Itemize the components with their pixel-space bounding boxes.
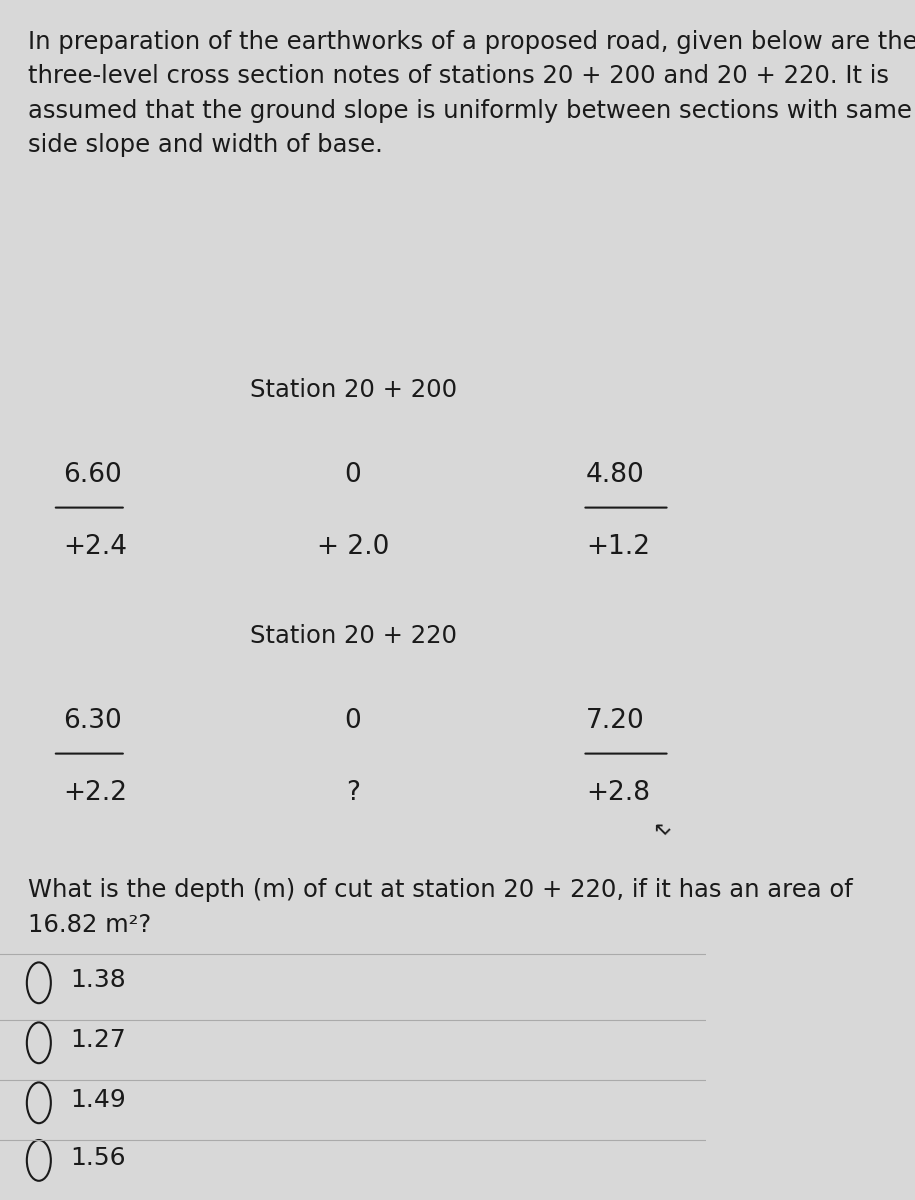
Text: 6.60: 6.60 — [63, 462, 123, 488]
Text: + 2.0: + 2.0 — [317, 534, 389, 560]
Text: Station 20 + 200: Station 20 + 200 — [250, 378, 457, 402]
Text: In preparation of the earthworks of a proposed road, given below are the
three-l: In preparation of the earthworks of a pr… — [28, 30, 915, 157]
Text: +2.2: +2.2 — [63, 780, 127, 806]
Text: +2.8: +2.8 — [587, 780, 650, 806]
Text: 1.38: 1.38 — [70, 968, 126, 992]
Text: 1.27: 1.27 — [70, 1028, 126, 1052]
Text: 1.49: 1.49 — [70, 1088, 126, 1112]
Text: 1.56: 1.56 — [70, 1146, 126, 1170]
Text: 0: 0 — [345, 462, 361, 488]
Text: +2.4: +2.4 — [63, 534, 127, 560]
Text: 7.20: 7.20 — [587, 708, 645, 734]
Text: 6.30: 6.30 — [63, 708, 123, 734]
Text: +1.2: +1.2 — [587, 534, 650, 560]
Text: Station 20 + 220: Station 20 + 220 — [250, 624, 457, 648]
Text: 4.80: 4.80 — [587, 462, 645, 488]
Text: ?: ? — [346, 780, 361, 806]
Text: ↵: ↵ — [647, 818, 673, 846]
Text: What is the depth (m) of cut at station 20 + 220, if it has an area of
16.82 m²?: What is the depth (m) of cut at station … — [28, 878, 853, 937]
Text: 0: 0 — [345, 708, 361, 734]
